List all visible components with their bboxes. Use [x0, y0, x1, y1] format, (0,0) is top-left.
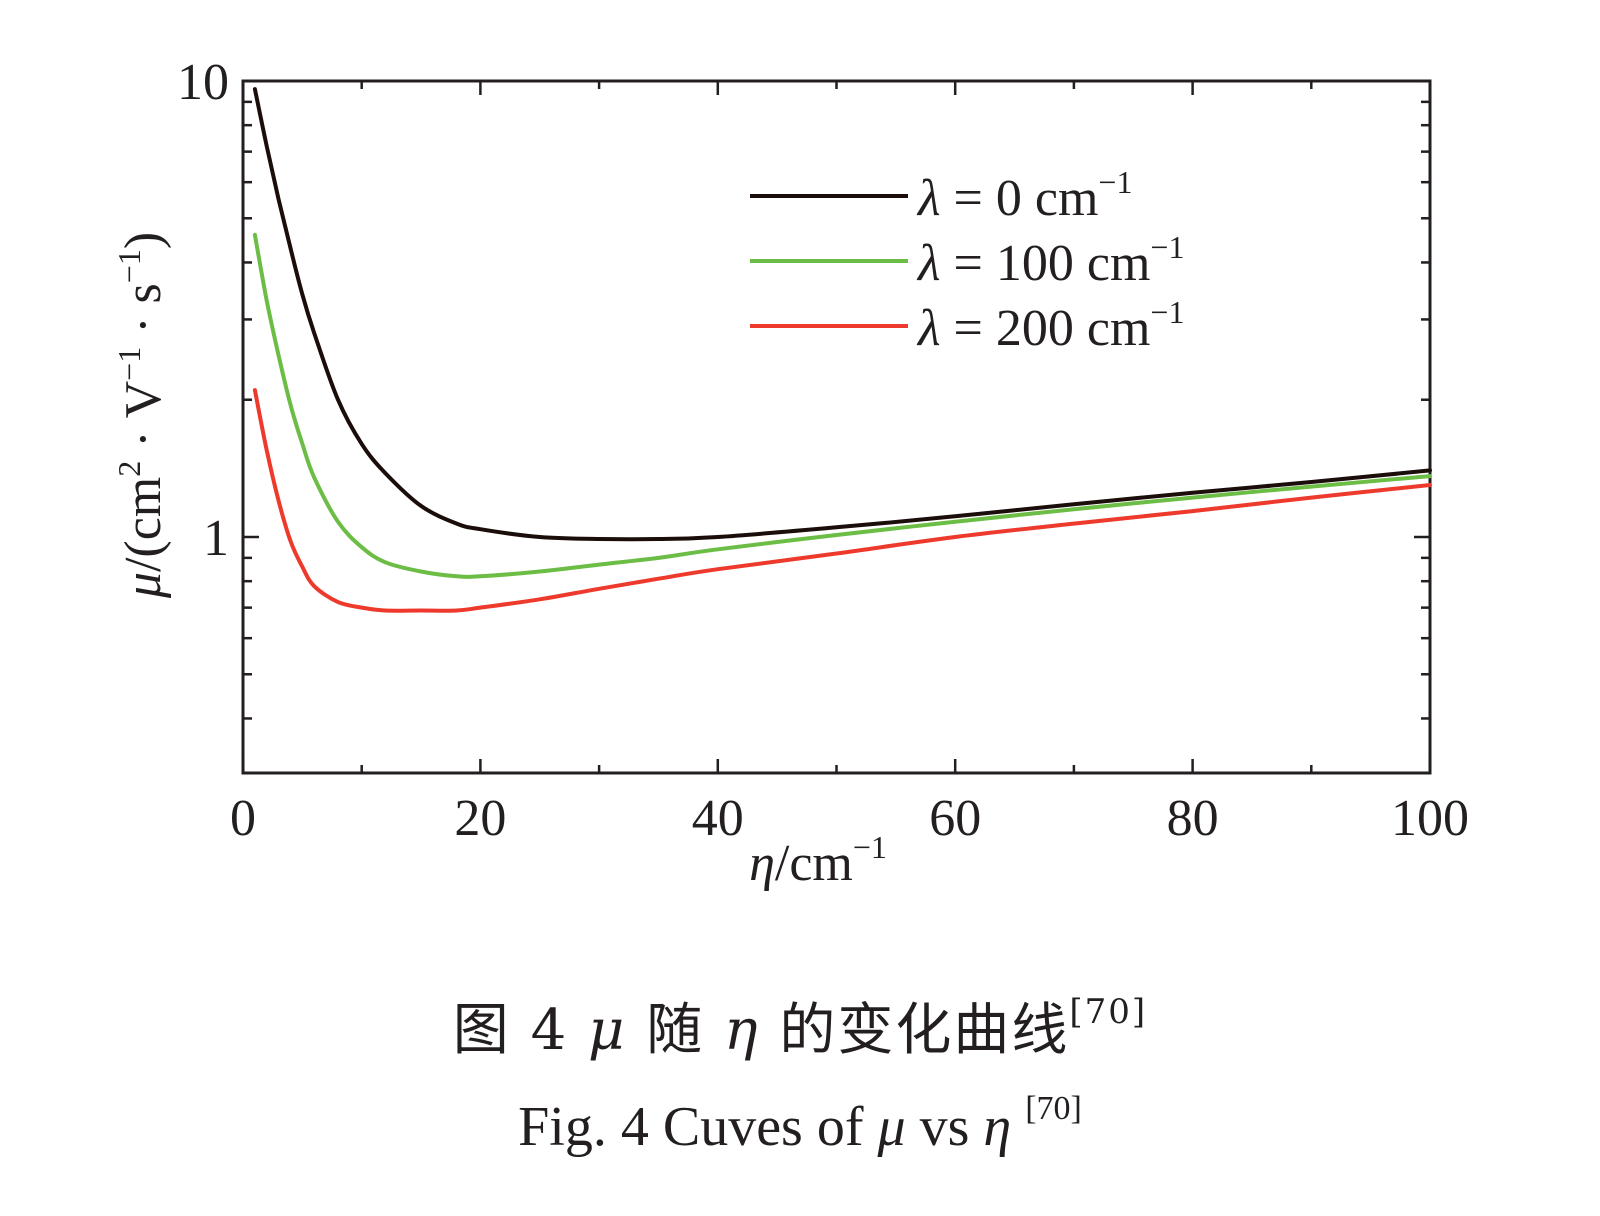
x-axis-ticks: 0 20 40 60 80 100 [230, 81, 1469, 847]
figure-caption-chinese: 图 4 μ 随 η 的变化曲线[70] [0, 985, 1600, 1066]
caption-en-eta: η [983, 1096, 1012, 1158]
caption-en-ref: [70] [1025, 1090, 1082, 1127]
caption-cn-prefix: 图 4 [452, 998, 589, 1063]
x-tick-label: 80 [1167, 790, 1219, 847]
series-lines [252, 87, 1432, 613]
caption-cn-eta: η [724, 998, 760, 1063]
x-tick-label: 60 [929, 790, 981, 847]
series-line-2 [252, 388, 1432, 613]
x-tick-label: 20 [454, 790, 506, 847]
caption-cn-mid: 随 [626, 998, 725, 1063]
caption-en-mid: vs [905, 1096, 984, 1158]
series-line-0 [252, 87, 1432, 542]
legend: λ = 0 cm−1 λ = 100 cm−1 λ = 200 cm−1 [750, 164, 1184, 357]
caption-cn-ref: [70] [1069, 992, 1148, 1032]
series-line-1 [252, 232, 1432, 579]
x-tick-label: 0 [230, 790, 256, 847]
y-axis-title: μ/(cm2 · V−1 · s−1) [111, 232, 172, 599]
caption-en-mu: μ [877, 1096, 906, 1158]
mobility-chart: 0 20 40 60 80 100 10 1 μ/(cm2 · V−1 · s−1) η/c… [111, 54, 1469, 892]
figure-caption-english: Fig. 4 Cuves of μ vs η [70] [0, 1090, 1600, 1159]
plot-border [241, 79, 1432, 775]
x-tick-label: 40 [692, 790, 744, 847]
x-axis-title: η/cm−1 [749, 829, 887, 892]
caption-en-prefix: Fig. 4 Cuves of [518, 1096, 878, 1158]
legend-label-series-2: λ = 200 cm−1 [916, 294, 1184, 357]
y-axis-ticks: 10 1 [177, 54, 1430, 720]
y-tick-label: 10 [177, 54, 229, 111]
caption-cn-suffix: 的变化曲线 [759, 998, 1070, 1063]
caption-cn-mu: μ [588, 998, 627, 1063]
legend-label-series-1: λ = 100 cm−1 [916, 229, 1184, 292]
legend-label-series-0: λ = 0 cm−1 [916, 164, 1132, 227]
y-tick-label: 1 [203, 510, 229, 567]
x-tick-label: 100 [1391, 790, 1469, 847]
plot-frame [241, 79, 1432, 775]
